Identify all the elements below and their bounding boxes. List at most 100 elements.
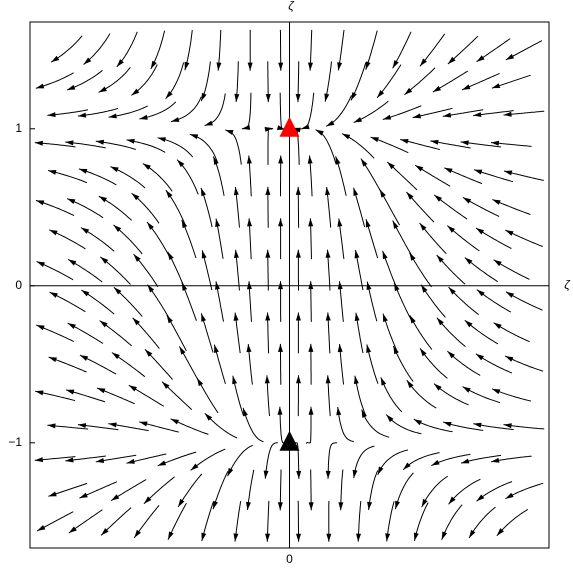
arrowhead [111, 352, 120, 360]
arrowhead [201, 532, 207, 541]
arrowhead [214, 344, 219, 353]
arrowhead [133, 254, 141, 262]
arrowhead [308, 62, 313, 71]
arrowhead [197, 377, 204, 387]
arrowhead [227, 467, 234, 477]
arrowhead [126, 458, 135, 464]
arrowhead [491, 457, 500, 463]
arrowhead [277, 406, 283, 415]
arrowhead [277, 502, 283, 511]
arrowhead [492, 199, 501, 205]
arrowhead [460, 458, 470, 464]
arrowhead [493, 259, 502, 267]
arrowhead [403, 462, 411, 470]
arrowhead [113, 287, 122, 295]
arrowhead [434, 383, 442, 391]
arrowhead [47, 423, 56, 429]
arrowhead [189, 134, 199, 140]
arrowhead [473, 422, 482, 428]
arrowhead [392, 220, 399, 229]
arrowhead [442, 112, 452, 118]
arrowhead [325, 375, 331, 384]
arrowhead [241, 124, 251, 130]
arrowhead [111, 494, 120, 501]
arrowhead [476, 289, 485, 297]
arrowhead [49, 229, 58, 236]
arrowhead [382, 114, 392, 120]
arrowhead [444, 167, 453, 174]
arrowhead [147, 222, 154, 230]
arrowhead [77, 112, 87, 118]
arrowhead [171, 117, 180, 122]
streamline [301, 92, 315, 130]
arrowhead [325, 249, 331, 258]
arrowhead [295, 375, 301, 384]
arrowhead [491, 83, 501, 89]
arrowhead [201, 313, 207, 322]
arrowhead [505, 356, 514, 362]
arrowhead [215, 281, 220, 290]
arrowhead [165, 190, 173, 199]
arrowhead [505, 230, 514, 236]
y-tick-label: −1 [8, 435, 22, 449]
arrowhead [354, 312, 360, 322]
arrowhead [441, 531, 448, 540]
arrowhead [308, 218, 314, 227]
arrowhead [201, 92, 207, 102]
arrowhead [37, 524, 46, 531]
arrowhead [276, 125, 286, 131]
arrowhead [79, 492, 88, 499]
arrowhead [448, 496, 456, 505]
arrowhead [48, 491, 57, 497]
arrowhead [431, 459, 440, 466]
arrowhead [157, 460, 167, 466]
arrowhead [278, 155, 284, 164]
arrowhead [295, 312, 301, 321]
streamline [189, 133, 218, 163]
arrowhead [295, 94, 301, 103]
arrowhead [360, 158, 368, 167]
arrowhead [473, 112, 482, 118]
arrowhead [108, 113, 117, 119]
arrowhead [436, 317, 444, 326]
arrowhead [184, 61, 190, 71]
arrowhead [177, 159, 185, 168]
arrowhead [448, 287, 456, 295]
arrowhead [278, 62, 284, 71]
arrowhead [385, 533, 391, 542]
arrowhead [409, 252, 416, 261]
arrowhead [134, 529, 141, 538]
arrowhead [233, 312, 239, 321]
arrowhead [277, 343, 283, 352]
arrowhead [361, 409, 367, 418]
arrowhead [436, 254, 444, 263]
streamline [337, 406, 354, 443]
arrowhead [395, 500, 400, 510]
arrowhead [190, 463, 199, 471]
arrowhead [383, 313, 388, 322]
arrowhead [246, 155, 252, 164]
arrowhead [36, 325, 45, 331]
arrowhead [165, 90, 173, 99]
arrowhead [295, 249, 301, 258]
arrowhead [110, 166, 119, 173]
arrowhead [49, 292, 58, 298]
arrowhead [379, 189, 386, 198]
arrowhead [108, 422, 117, 428]
arrowhead [263, 470, 269, 479]
arrowhead [492, 388, 501, 395]
arrowhead [142, 163, 151, 170]
arrowhead [143, 496, 152, 504]
arrowhead [365, 219, 371, 228]
arrowhead [337, 343, 343, 353]
arrowhead [278, 218, 284, 227]
arrowhead [413, 419, 423, 426]
arrowhead [81, 289, 90, 297]
arrowhead [377, 466, 384, 475]
arrowhead [421, 498, 428, 508]
arrowhead [233, 533, 239, 542]
fixed-point-marker [279, 430, 300, 451]
arrowhead [503, 423, 512, 429]
arrowhead [201, 250, 207, 259]
arrowhead [179, 346, 186, 355]
